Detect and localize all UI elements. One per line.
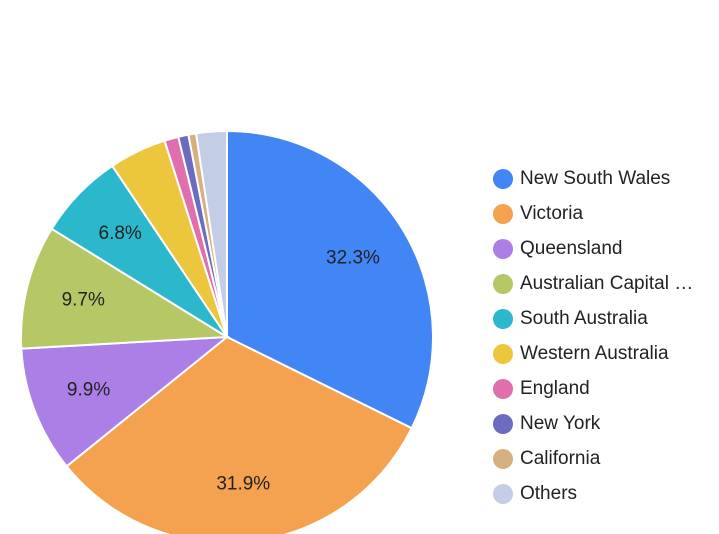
legend-marker: [493, 449, 513, 469]
legend-marker: [493, 309, 513, 329]
slice-label: 9.7%: [62, 290, 105, 311]
slice-label: 32.3%: [326, 248, 380, 269]
legend-label: Others: [520, 483, 577, 504]
legend-label: Australian Capital …: [520, 273, 693, 294]
legend-label: Queensland: [520, 238, 622, 259]
pie-slice: [20, 335, 231, 468]
legend-marker: [493, 344, 513, 364]
legend-label: New South Wales: [520, 168, 670, 189]
legend-label: New York: [520, 413, 601, 434]
legend-marker: [493, 169, 513, 189]
pie-slice: [194, 129, 228, 338]
legend-marker: [493, 239, 513, 259]
legend-label: Western Australia: [520, 343, 669, 364]
legend-marker: [493, 414, 513, 434]
legend-label: Victoria: [520, 203, 583, 224]
pie-slice: [65, 335, 414, 534]
slice-label: 31.9%: [216, 473, 270, 494]
legend-label: England: [520, 378, 590, 399]
legend-marker: [493, 484, 513, 504]
legend-label: California: [520, 448, 601, 469]
slice-label: 9.9%: [67, 379, 110, 400]
slice-label: 6.8%: [99, 223, 142, 244]
legend-marker: [493, 204, 513, 224]
legend-label: South Australia: [520, 308, 648, 329]
legend-marker: [493, 274, 513, 294]
pie-slice: [226, 129, 434, 430]
pie-slice: [20, 227, 231, 350]
legend-marker: [493, 379, 513, 399]
